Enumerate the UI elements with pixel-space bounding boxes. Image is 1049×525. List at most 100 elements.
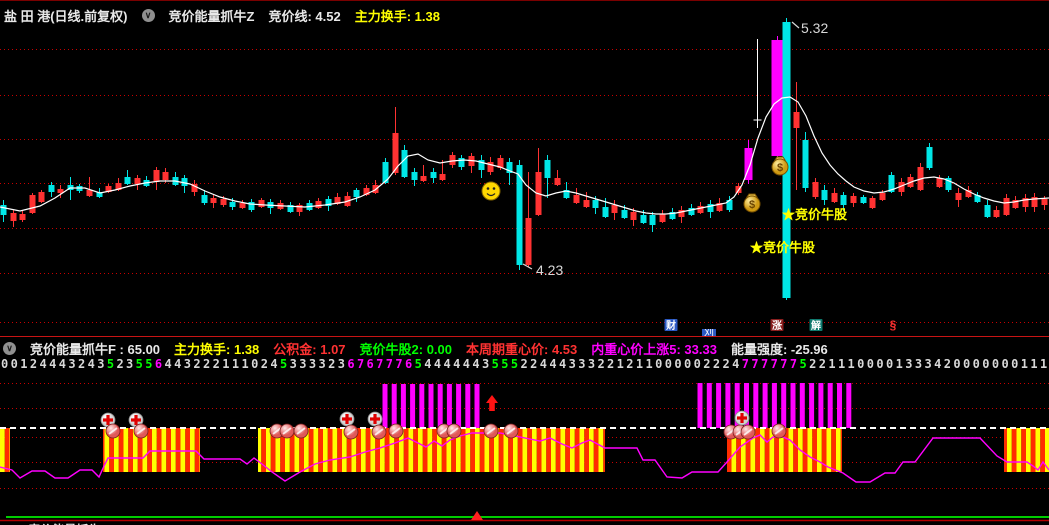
signal-digit: 4 bbox=[732, 357, 740, 371]
signal-digit: 5 bbox=[501, 357, 509, 371]
signal-digit: 0 bbox=[655, 357, 663, 371]
signal-bar bbox=[725, 383, 731, 428]
candle-body bbox=[879, 193, 886, 200]
signal-digit: 0 bbox=[684, 357, 692, 371]
clipped-text-segment: 竞价能量抓牛 bbox=[28, 523, 100, 525]
price-label-arrow bbox=[522, 263, 533, 270]
signal-digit: 0 bbox=[674, 357, 682, 371]
candle-body bbox=[525, 218, 532, 265]
candle-body bbox=[334, 197, 341, 204]
signal-digit: 3 bbox=[578, 357, 586, 371]
signal-digit: 2 bbox=[116, 357, 124, 371]
signal-digit: 0 bbox=[876, 357, 884, 371]
candle-body bbox=[38, 192, 45, 202]
smiley-face-icon bbox=[481, 181, 501, 201]
main-price-chart[interactable]: 5.32 4.23 ★竞价牛股 ★竞价牛股 $ $ 财 涨 解 § bbox=[0, 18, 1049, 332]
info-mine-marker: 财 bbox=[664, 319, 678, 332]
signal-digit: 2 bbox=[722, 357, 730, 371]
signal-bar bbox=[437, 384, 443, 428]
signal-digit: 2 bbox=[520, 357, 528, 371]
candle-body bbox=[325, 199, 332, 206]
indicator-param: 能量强度: -25.96 bbox=[730, 342, 828, 357]
candle-body bbox=[86, 190, 93, 196]
candle-body bbox=[287, 205, 294, 212]
indicator-param: 公积金: 1.07 bbox=[273, 342, 346, 357]
candle-body bbox=[229, 202, 236, 207]
signal-digit: 0 bbox=[1001, 357, 1009, 371]
signal-digit: 1 bbox=[635, 357, 644, 371]
energy-striped-block bbox=[258, 428, 605, 472]
svg-text:$: $ bbox=[777, 162, 783, 174]
candle-body bbox=[782, 22, 791, 298]
candle-body bbox=[497, 158, 504, 168]
cross-ball-icon bbox=[367, 411, 383, 427]
candle-body bbox=[630, 212, 637, 220]
candle-body bbox=[181, 178, 188, 186]
signal-bar bbox=[837, 383, 842, 428]
signal-digit: 4 bbox=[424, 357, 432, 371]
signal-digit: 3 bbox=[97, 357, 105, 371]
signal-digit: 0 bbox=[10, 357, 18, 371]
indicator-param: 本周期重心价: 4.53 bbox=[466, 342, 578, 357]
candle-body bbox=[744, 148, 753, 180]
energy-striped-block bbox=[0, 428, 10, 472]
candle-body bbox=[602, 207, 609, 217]
clipped-text-segment: 0 0 1 bbox=[317, 523, 344, 525]
candle-body bbox=[802, 140, 809, 188]
candle-body bbox=[945, 178, 952, 190]
candle-body bbox=[544, 160, 551, 178]
clipped-text-segment: 4.53 bbox=[244, 523, 267, 525]
signal-digit: 0 bbox=[693, 357, 701, 371]
signal-digit: 3 bbox=[183, 357, 191, 371]
candle-body bbox=[1041, 199, 1048, 205]
candle-body bbox=[984, 205, 991, 217]
ma-line bbox=[0, 96, 1049, 215]
candle-body bbox=[1003, 198, 1010, 215]
up-arrow-marker bbox=[485, 395, 498, 411]
signal-bar bbox=[706, 383, 712, 428]
window-top-border bbox=[0, 0, 1049, 1]
signal-digit: 1 bbox=[241, 357, 249, 371]
signal-digit: 4 bbox=[58, 357, 66, 371]
candle-body bbox=[48, 185, 55, 192]
candle-body bbox=[669, 212, 676, 219]
candle-body bbox=[965, 190, 972, 197]
signal-digit: 1 bbox=[1030, 357, 1038, 371]
signal-digit: 4 bbox=[39, 357, 47, 371]
signal-bar bbox=[391, 384, 397, 428]
signal-digit: 2 bbox=[530, 357, 538, 371]
candle-body bbox=[888, 175, 895, 192]
signal-bar bbox=[734, 383, 740, 428]
collapse-chevron-icon[interactable]: ∨ bbox=[141, 9, 155, 22]
signal-digit: 0 bbox=[857, 357, 865, 371]
candle-body bbox=[831, 193, 838, 202]
candle-body bbox=[898, 182, 905, 192]
clipped-text-segment: 1 1 bbox=[354, 523, 371, 525]
signal-bar bbox=[716, 383, 722, 428]
signal-digit: 2 bbox=[607, 357, 615, 371]
clipped-text-segment: 2 4 4 bbox=[381, 523, 408, 525]
candle-body bbox=[592, 200, 599, 208]
signal-digit: 1 bbox=[847, 357, 855, 371]
indicator-sub-chart[interactable] bbox=[0, 383, 1049, 489]
candle-body bbox=[869, 198, 876, 208]
signal-digit: 3 bbox=[289, 357, 297, 371]
candle-body bbox=[860, 197, 867, 203]
signal-digit: 2 bbox=[212, 357, 220, 371]
bull-stock-label: ★竞价牛股 bbox=[782, 207, 847, 222]
signal-digit: 1 bbox=[20, 357, 28, 371]
candle-body bbox=[621, 210, 628, 218]
signal-digit: 3 bbox=[905, 357, 913, 371]
pink-ball-icon bbox=[293, 423, 309, 439]
signal-digit: 6 bbox=[366, 357, 374, 371]
candle-body bbox=[678, 210, 685, 217]
candle-body bbox=[850, 196, 857, 203]
signal-bar bbox=[744, 383, 749, 428]
collapse-chevron-icon[interactable]: ∨ bbox=[3, 342, 16, 355]
signal-digit: 2 bbox=[626, 357, 634, 371]
signal-digit: 2 bbox=[328, 357, 336, 371]
signal-digit: 4 bbox=[472, 357, 480, 371]
money-bag-icon: $ bbox=[743, 193, 761, 213]
